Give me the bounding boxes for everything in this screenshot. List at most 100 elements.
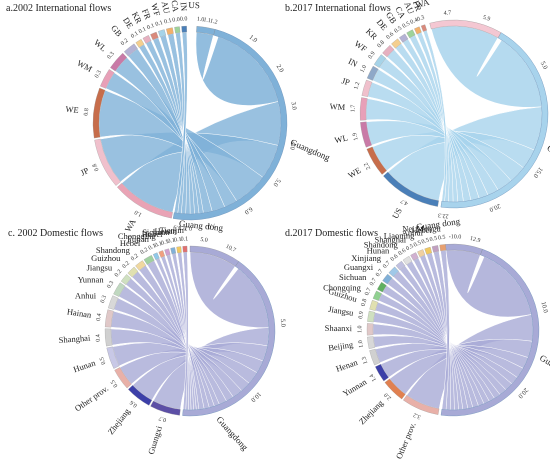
node-value: 1.0 <box>134 208 143 217</box>
arc-node <box>391 38 402 49</box>
node-label: Henan <box>335 357 360 374</box>
node-label: KR <box>130 10 144 25</box>
node-label: Shanghai <box>375 234 407 244</box>
arc-node <box>420 24 427 32</box>
node-label: WM <box>329 101 346 112</box>
ribbon-top <box>430 25 543 108</box>
arc-node <box>424 246 433 255</box>
top-label: US <box>188 0 200 10</box>
arc-node <box>417 249 426 258</box>
node-label: Henan <box>155 226 178 236</box>
main-tick: 15.0 <box>532 166 544 179</box>
main-tick: 10.0 <box>539 301 549 314</box>
node-label: Guangxi <box>146 424 164 456</box>
main-tick: 10.0 <box>249 390 262 403</box>
node-value: 0.9 <box>358 311 365 319</box>
panel-title: a.2002 International flows <box>6 3 111 14</box>
arc-node <box>143 255 155 265</box>
arc-node <box>366 323 374 336</box>
arc-node <box>150 31 159 41</box>
node-label: CA <box>169 0 181 13</box>
arc-node <box>410 252 419 261</box>
node-value: 0.8 <box>361 298 369 307</box>
main-tick: 3.0 <box>289 101 297 110</box>
node-label: Jiangsu <box>327 304 355 318</box>
node-value: 1.4 <box>369 373 378 383</box>
main-label: Guangdong <box>538 353 550 383</box>
arc-node <box>383 171 439 207</box>
node-value: 0.5 <box>394 26 404 35</box>
node-label: Shandong <box>364 239 399 249</box>
node-value: 0.5 <box>99 356 107 365</box>
node-label: Hainan <box>66 306 93 320</box>
arc-node <box>414 26 422 35</box>
node-label: Shaanxi <box>325 323 353 333</box>
arc-node <box>361 79 373 97</box>
side-tick: 22.3 <box>438 212 449 219</box>
main-tick: 2.0 <box>275 63 285 74</box>
node-label: Chongqing <box>118 231 157 241</box>
ribbon <box>366 120 524 182</box>
arc-node <box>366 65 379 81</box>
arc-node <box>182 245 188 253</box>
node-label: Anhui <box>75 290 97 300</box>
arc-guangdong <box>182 261 276 417</box>
node-value: 0.0 <box>180 16 188 22</box>
arc-node <box>113 282 126 297</box>
node-label: KR <box>364 26 380 42</box>
node-value: 0.6 <box>390 253 400 262</box>
arc-node <box>359 97 368 121</box>
main-label: Guangdong <box>215 414 251 452</box>
node-value: 0.7 <box>158 414 167 422</box>
node-value: 0.1 <box>130 31 140 40</box>
node-value: 0.2 <box>120 38 130 47</box>
arc-guangdong <box>440 32 549 209</box>
node-value: 0.7 <box>375 268 384 278</box>
arc-node <box>94 138 121 186</box>
node-label: Zhejiang <box>357 397 386 426</box>
node-value: 0.2 <box>114 269 123 279</box>
top-tick: 5.0 <box>200 237 208 244</box>
main-tick: 1.0 <box>248 34 259 44</box>
node-label: FR <box>140 7 153 21</box>
node-value: 1.0 <box>358 340 365 348</box>
top-tick: 1.2 <box>209 18 218 26</box>
node-value: 0.1 <box>146 23 155 31</box>
ribbons <box>98 31 282 215</box>
node-value: 0.3 <box>416 15 425 23</box>
arc-node <box>128 385 153 406</box>
arc-node <box>152 252 160 261</box>
arc-node <box>104 309 114 328</box>
top-tick: 1.0 <box>196 17 204 24</box>
node-value: 1.3 <box>361 356 369 365</box>
top-tick: -10.0 <box>449 234 462 240</box>
node-value: 0.2 <box>140 247 149 256</box>
node-value: 0.8 <box>92 162 101 171</box>
top-label: WA <box>414 0 431 10</box>
arc-node <box>108 295 119 310</box>
node-label: Jiangsu <box>87 262 113 272</box>
main-tick: 5.0 <box>271 177 281 188</box>
node-label: WL <box>334 132 349 145</box>
arc-node <box>110 52 128 72</box>
arc-node <box>106 346 120 369</box>
arc-node <box>142 35 152 44</box>
node-value: 0.5 <box>429 236 438 243</box>
top-tick: 5.9 <box>482 15 491 23</box>
arc-node <box>367 310 376 323</box>
arc-node <box>135 260 147 271</box>
arc-node <box>406 29 416 39</box>
node-label: Chongqing <box>323 282 362 292</box>
arc-node <box>166 27 174 35</box>
node-label: Nei Mengu <box>402 224 441 234</box>
arc-node <box>117 182 173 219</box>
node-value: 0.5 <box>421 238 430 246</box>
node-value: 0.1 <box>164 18 173 25</box>
arc-node <box>360 121 372 148</box>
arc-node <box>100 69 115 89</box>
node-value: 0.8 <box>84 108 91 116</box>
node-label: Tianjin <box>160 225 185 235</box>
arc-node <box>382 273 393 285</box>
